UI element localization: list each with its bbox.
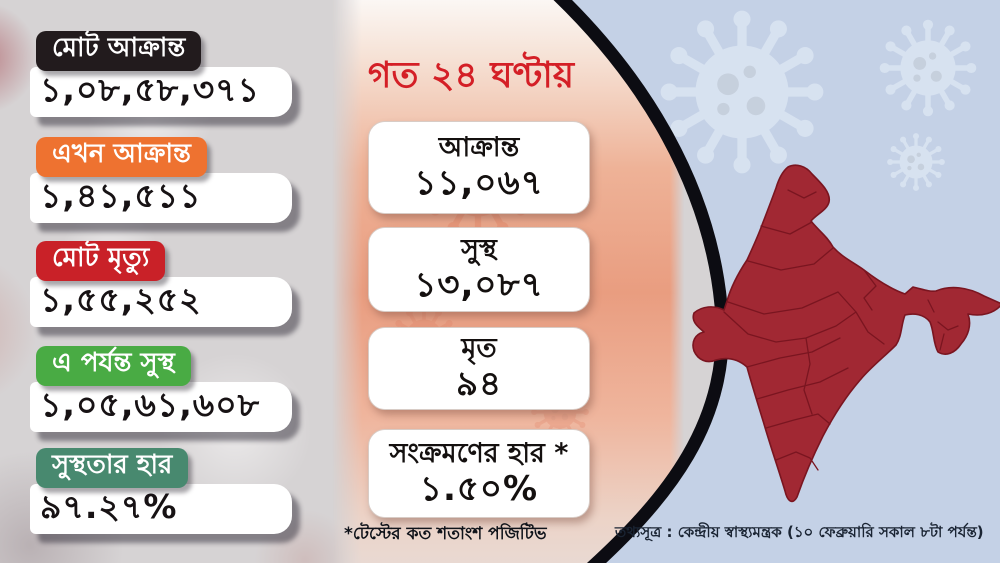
card-value: ১৩,০৮৭ [414, 264, 544, 305]
stat-value-box: ১,৪১,৫১১ [30, 172, 292, 223]
card-label: আক্রান্ত [438, 131, 520, 163]
stat-label-badge: সুস্থতার হার [36, 448, 189, 488]
stat-label-badge: এখন আক্রান্ত [36, 137, 207, 177]
stat-recovery-rate: সুস্থতার হার ৯৭.২৭% [30, 448, 292, 534]
last24-recovered-card: সুস্থ ১৩,০৮৭ [368, 227, 590, 312]
stat-label-badge: মোট আক্রান্ত [36, 31, 202, 71]
last24-infection-rate-card: সংক্রমণের হার * ১.৫০% [368, 429, 590, 518]
card-value: ১.৫০% [419, 468, 539, 509]
stat-label-badge: মোট মৃত্যু [36, 241, 166, 281]
stat-value: ১,৫৫,২৫২ [40, 279, 202, 319]
stat-value-box: ১,৫৫,২৫২ [30, 276, 292, 327]
last24-infected-card: আক্রান্ত ১১,০৬৭ [368, 121, 590, 214]
stat-value: ১,৪১,৫১১ [40, 175, 202, 215]
card-label: সুস্থ [461, 233, 497, 265]
source-note: তথ্যসূত্র : কেন্দ্রীয় স্বাস্থ্যমন্ত্রক … [615, 523, 984, 541]
stat-total-infected: মোট আক্রান্ত ১,০৮,৫৮,৩৭১ [30, 31, 292, 117]
card-label: সংক্রমণের হার * [389, 437, 569, 469]
stat-value: ১,০৫,৬১,৬০৮ [40, 384, 261, 424]
stat-recovered-so-far: এ পর্যন্ত সুস্থ ১,০৫,৬১,৬০৮ [30, 346, 292, 432]
last24-title: গত ২৪ ঘণ্টায় [367, 55, 575, 96]
card-value: ১১,০৬৭ [414, 162, 544, 203]
circle-arc [553, 0, 729, 563]
last24-deaths-card: মৃত ৯৪ [368, 327, 590, 410]
stat-value-box: ৯৭.২৭% [30, 483, 292, 534]
positivity-footnote: *টেস্টের কত শতাংশ পজিটিভ [344, 524, 547, 544]
stat-label-badge: এ পর্যন্ত সুস্থ [36, 346, 191, 386]
card-value: ৯৪ [455, 363, 503, 404]
india-state-borders [723, 189, 959, 471]
stat-value-box: ১,০৫,৬১,৬০৮ [30, 381, 292, 432]
india-map [692, 164, 1000, 503]
stat-currently-infected: এখন আক্রান্ত ১,৪১,৫১১ [30, 137, 292, 223]
stat-value: ৯৭.২৭% [40, 486, 178, 526]
stat-total-deaths: মোট মৃত্যু ১,৫৫,২৫২ [30, 241, 292, 327]
card-label: মৃত [461, 332, 497, 364]
stat-value-box: ১,০৮,৫৮,৩৭১ [30, 66, 292, 117]
stat-value: ১,০৮,৫৮,৩৭১ [40, 69, 261, 109]
